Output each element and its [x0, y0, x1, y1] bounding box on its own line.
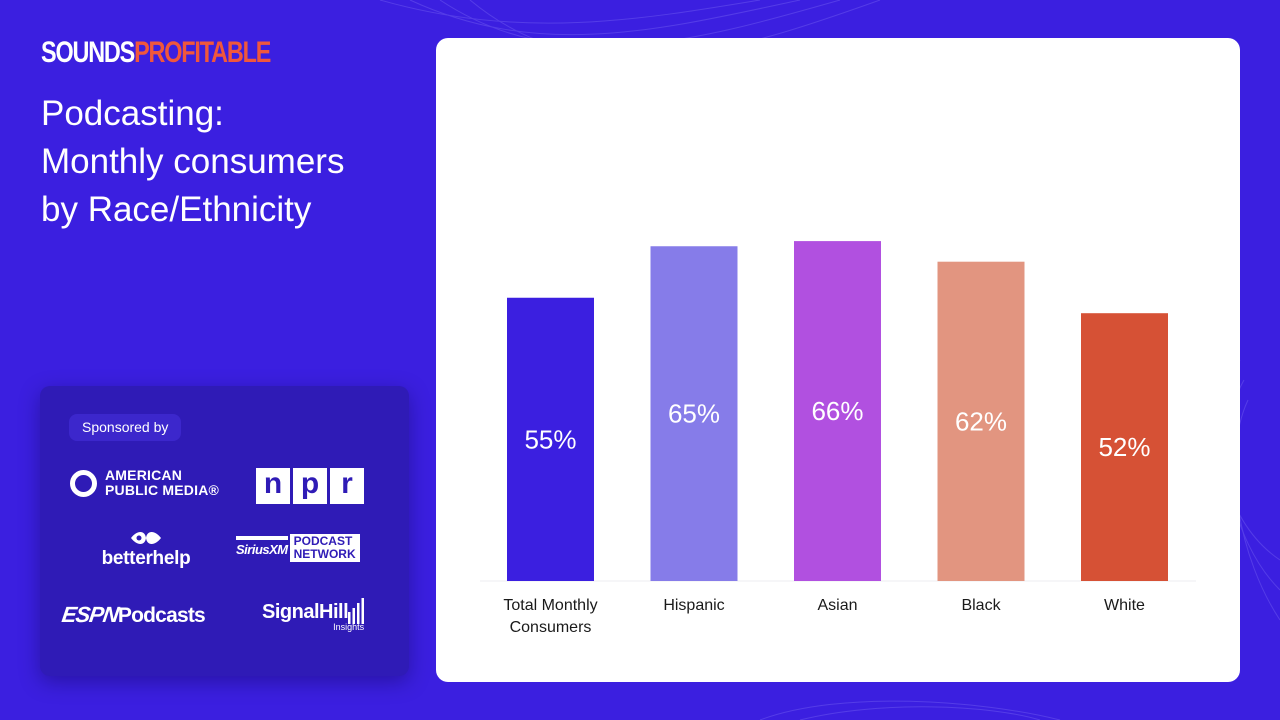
page-title: Podcasting: Monthly consumers by Race/Et…: [41, 90, 421, 234]
sirius-tag-line-1: PODCAST: [293, 534, 353, 548]
sirius-tag-line-2: NETWORK: [293, 547, 356, 561]
sponsor-panel: Sponsored by AMERICAN PUBLIC MEDIA® n p …: [40, 386, 409, 676]
bar-white: [1081, 313, 1168, 581]
betterhelp-logo: betterhelp: [98, 530, 194, 570]
bar-black: [937, 261, 1025, 581]
title-line-1: Podcasting:: [41, 94, 224, 133]
category-label-total-monthly-consumers: Total Monthly Consumers: [503, 597, 597, 636]
category-label-asian: Asian: [817, 597, 857, 614]
value-label-total-monthly-consumers: 55%: [524, 424, 576, 454]
npr-letter-n: n: [256, 468, 290, 504]
apm-line-2: PUBLIC MEDIA®: [105, 482, 220, 498]
bar-hispanic: [650, 246, 738, 581]
betterhelp-leaf-icon: [131, 532, 161, 544]
value-label-asian: 66%: [811, 396, 863, 426]
apm-circle-icon: [70, 469, 97, 497]
podcast-network-tag: PODCAST NETWORK: [289, 534, 360, 562]
sponsored-by-label: Sponsored by: [69, 414, 182, 441]
signalhill-insights-sub: Insights: [333, 622, 365, 632]
bar-chart: 55% 65% 66% 62% 52% Total Monthly Consumers Hi…: [480, 241, 1196, 636]
betterhelp-wordmark: betterhelp: [101, 548, 191, 569]
apm-line-1: AMERICAN: [105, 467, 183, 483]
npr-letter-p: p: [293, 468, 327, 504]
brand-logo-part2: PROFITABLE: [134, 36, 271, 69]
npr-letter-r: r: [330, 468, 364, 504]
title-line-2: Monthly consumers: [41, 142, 345, 181]
category-label-hispanic: Hispanic: [663, 597, 724, 614]
value-label-white: 52%: [1098, 432, 1150, 462]
value-label-black: 62%: [955, 406, 1007, 436]
signalhill-wordmark: SignalHill: [262, 601, 349, 623]
siriusxm-podcast-network-logo: SiriusXM PODCAST NETWORK: [236, 534, 360, 562]
siriusxm-wordmark: SiriusXM: [236, 536, 288, 557]
bar-total-monthly-consumers: [507, 297, 594, 581]
value-label-hispanic: 65%: [668, 399, 720, 429]
signal-bars-icon: [348, 598, 365, 624]
category-label-black: Black: [961, 597, 1001, 614]
espn-podcasts-word: Podcasts: [117, 604, 206, 627]
brand-logo-part1: SOUNDS: [41, 36, 135, 69]
espn-wordmark: ESPN: [60, 602, 120, 627]
title-line-3: by Race/Ethnicity: [41, 190, 312, 229]
category-label-white: White: [1104, 597, 1145, 614]
espn-podcasts-logo: ESPN Podcasts: [60, 602, 206, 628]
brand-logo: SOUNDSPROFITABLE: [41, 36, 271, 70]
american-public-media-logo: AMERICAN PUBLIC MEDIA®: [70, 468, 219, 498]
signalhill-insights-logo: SignalHill Insights: [262, 598, 365, 632]
chart-card: 55% 65% 66% 62% 52% Total Monthly Consumers Hi…: [436, 38, 1240, 682]
npr-logo: n p r: [256, 468, 364, 504]
bar-asian: [794, 241, 881, 581]
